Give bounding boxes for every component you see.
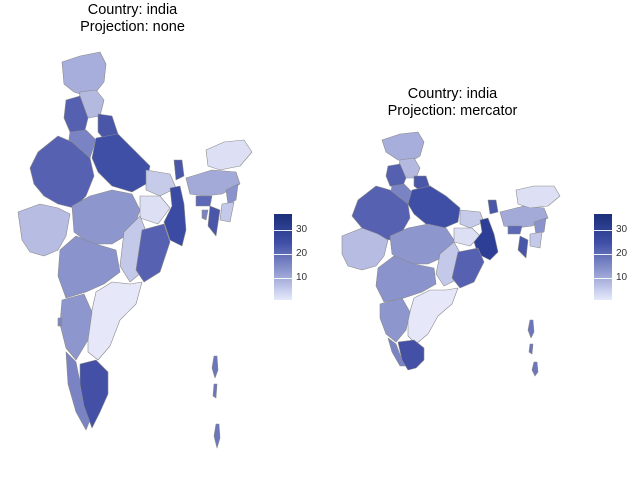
region-manipur xyxy=(219,201,235,223)
title-country: Country: india xyxy=(407,86,498,102)
region-jharkhand xyxy=(139,195,171,225)
region-bihar xyxy=(145,169,177,197)
region-kerala xyxy=(65,351,91,431)
region-andhra-pradesh xyxy=(87,281,143,361)
region-nicobar xyxy=(531,361,539,377)
map-title: Country: india Projection: none xyxy=(0,2,265,36)
title-country: Country: india xyxy=(87,2,178,18)
legend-tick-20: 20 xyxy=(296,248,308,259)
region-sikkim xyxy=(487,199,499,215)
legend-tick-30: 30 xyxy=(296,224,308,235)
india-map-none xyxy=(17,51,253,449)
map-panel-projection-mercator: Country: india Projection: mercator xyxy=(320,0,640,480)
region-nagaland xyxy=(533,217,547,235)
region-uttar-pradesh xyxy=(91,133,151,193)
region-gujarat xyxy=(341,227,389,271)
title-projection: Projection: none xyxy=(80,19,185,35)
region-maharashtra xyxy=(57,235,121,299)
legend-gradient xyxy=(594,214,612,300)
region-arunachal xyxy=(205,139,253,171)
legend-gradient xyxy=(274,214,292,300)
region-tamil-nadu xyxy=(79,359,109,429)
region-mizoram xyxy=(207,205,221,237)
region-meghalaya xyxy=(507,225,523,235)
region-jammu-kashmir xyxy=(381,131,425,163)
legend-tick-20: 20 xyxy=(616,248,628,259)
region-goa xyxy=(57,317,63,327)
region-uttar-pradesh xyxy=(407,185,461,229)
legend-tick-10: 10 xyxy=(296,272,308,283)
region-karnataka xyxy=(59,293,93,361)
title-projection: Projection: mercator xyxy=(387,103,518,119)
color-legend: 30 20 10 xyxy=(274,214,318,309)
region-gujarat xyxy=(17,203,71,257)
region-bihar xyxy=(459,209,485,229)
region-nicobar xyxy=(213,423,221,449)
region-andaman xyxy=(527,319,535,339)
region-andaman-south xyxy=(212,383,218,399)
region-odisha xyxy=(451,247,485,289)
region-tripura xyxy=(201,209,209,221)
map-title: Country: india Projection: mercator xyxy=(320,86,585,120)
region-nagaland xyxy=(225,183,239,205)
legend-tick-10: 10 xyxy=(616,272,628,283)
region-west-bengal xyxy=(473,217,499,261)
region-sikkim xyxy=(173,159,185,181)
india-map-mercator xyxy=(341,131,561,377)
color-legend: 30 20 10 xyxy=(594,214,638,309)
region-arunachal xyxy=(515,185,561,209)
region-andaman xyxy=(211,355,219,379)
legend-tick-30: 30 xyxy=(616,224,628,235)
region-mizoram xyxy=(517,235,529,259)
region-manipur xyxy=(529,231,543,249)
map-panel-projection-none: Country: india Projection: none xyxy=(0,2,318,449)
region-west-bengal xyxy=(163,185,187,247)
region-andaman-south xyxy=(528,343,534,355)
region-karnataka xyxy=(379,297,411,343)
region-tamil-nadu xyxy=(397,339,425,371)
region-andhra-pradesh xyxy=(407,287,459,345)
region-maharashtra xyxy=(375,255,437,303)
region-jammu-kashmir xyxy=(61,51,107,97)
region-odisha xyxy=(135,223,171,283)
region-meghalaya xyxy=(195,195,213,207)
